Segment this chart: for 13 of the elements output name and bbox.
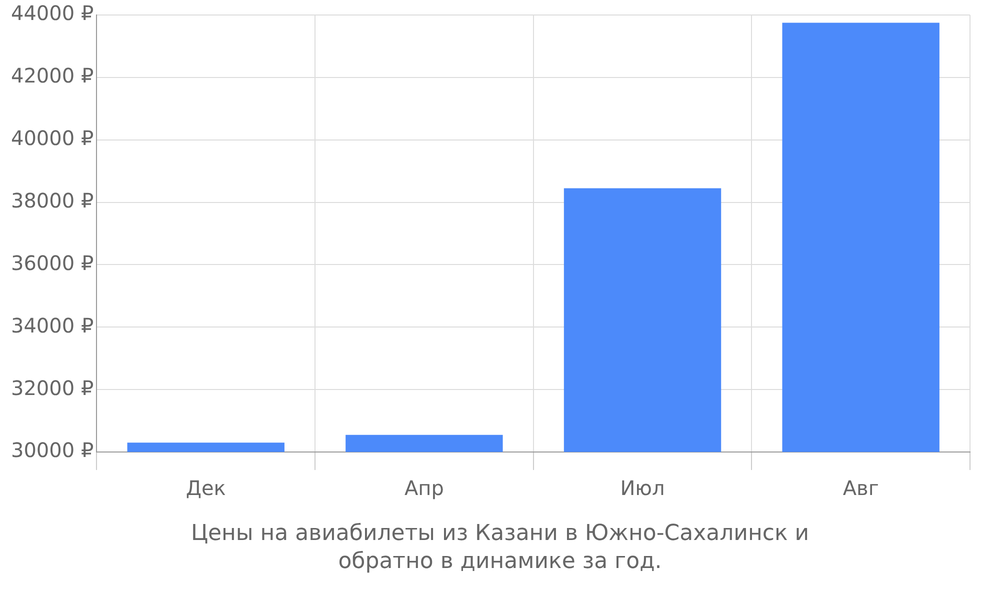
x-tick-label: Авг: [842, 476, 879, 500]
y-tick-label: 32000 ₽: [10, 376, 94, 400]
text: Цены на авиабилеты из Казани в Южно-Сахалинск и обратно в динамике за год.: [190, 520, 810, 576]
y-tick-label: 44000 ₽: [10, 1, 94, 26]
y-tick-label: 40000 ₽: [10, 126, 94, 150]
y-tick-label: 34000 ₽: [10, 313, 94, 338]
y-tick-label: 36000 ₽: [10, 250, 94, 275]
x-tick-label: Дек: [186, 476, 226, 500]
y-tick-label: 30000 ₽: [10, 438, 94, 462]
y-tick-label: 42000 ₽: [10, 64, 94, 88]
y-tick-label: 38000 ₽: [10, 188, 94, 212]
x-tick-label: Апр: [404, 476, 444, 500]
x-tick-label: Июл: [620, 476, 665, 500]
